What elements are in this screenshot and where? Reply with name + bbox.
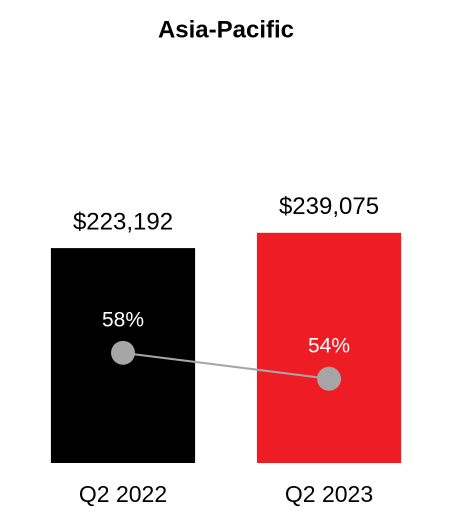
x-tick-label: Q2 2022 (79, 481, 167, 507)
line-point (317, 366, 341, 391)
bar-value-label: $223,192 (73, 208, 173, 235)
line-value-label: 58% (102, 308, 144, 331)
line (122, 351, 330, 380)
bar (256, 232, 402, 463)
line-point (111, 340, 135, 365)
chart-title: Asia-Pacific (158, 16, 294, 43)
line-value-label: 54% (308, 334, 350, 357)
x-tick-label: Q2 2023 (285, 481, 373, 507)
bar-value-label: $239,075 (279, 193, 379, 220)
